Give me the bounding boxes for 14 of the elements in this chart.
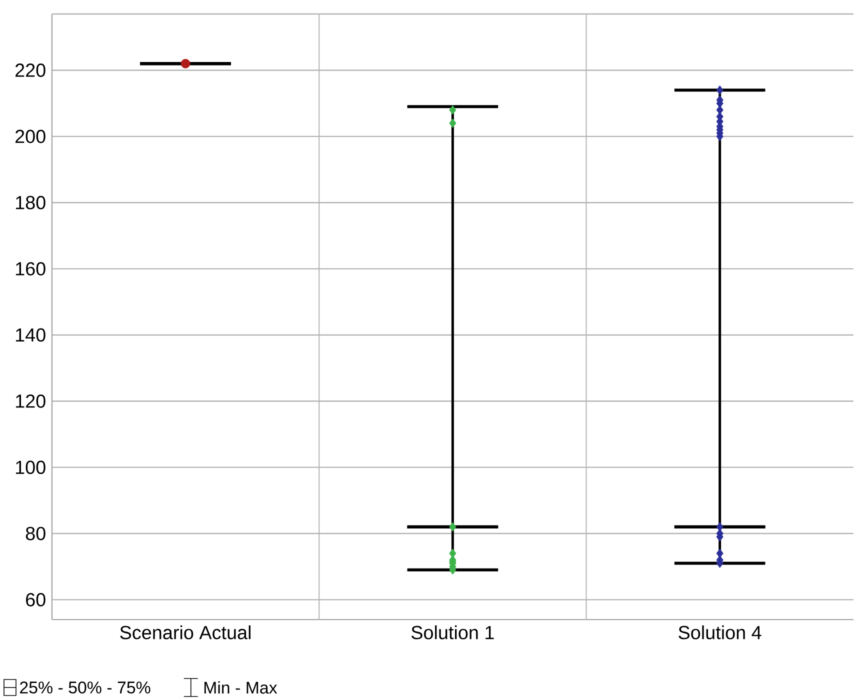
y-tick-label: 60 — [26, 593, 46, 607]
y-tick-label: 180 — [16, 196, 46, 210]
legend-label: 25% - 50% - 75% — [20, 682, 150, 694]
text: Min - Max — [204, 682, 278, 694]
x-tick-label: Solution 4 — [678, 626, 762, 640]
y-tick-label: 220 — [16, 64, 46, 78]
y-tick-label: 140 — [16, 328, 46, 342]
y-tick-label: 100 — [16, 460, 46, 474]
x-tick-label: Solution 1 — [411, 626, 494, 640]
y-tick-label: 200 — [16, 130, 46, 144]
y-tick-label: 80 — [26, 527, 46, 540]
x-tick-label: Scenario Actual — [120, 626, 250, 640]
y-tick-label: 160 — [16, 262, 46, 276]
y-tick-label: 120 — [16, 394, 46, 408]
